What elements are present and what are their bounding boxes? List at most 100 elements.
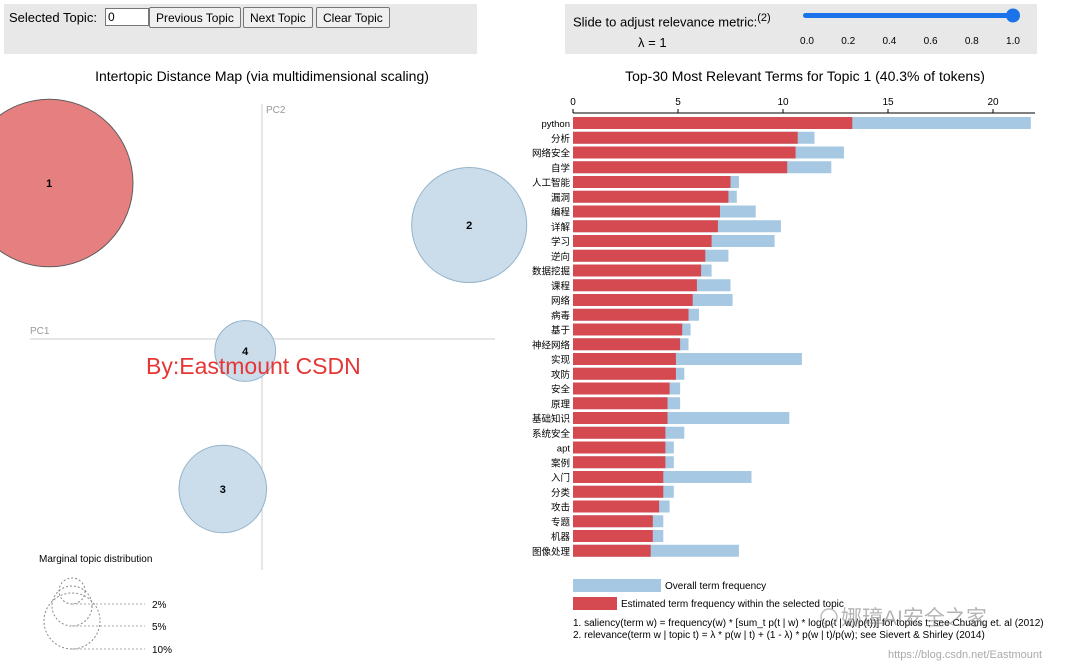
estimated-bar[interactable] <box>573 426 666 439</box>
estimated-bar[interactable] <box>573 530 653 542</box>
marginal-circle <box>58 577 86 605</box>
term-label[interactable]: 编程 <box>551 207 571 219</box>
topic-control-panel: Selected Topic: Previous Topic Next Topi… <box>4 4 477 54</box>
relevance-slider[interactable]: 0.0 0.2 0.4 0.6 0.8 1.0 <box>800 8 1020 48</box>
term-label[interactable]: 逆向 <box>551 251 570 263</box>
pc2-label: PC2 <box>266 105 286 116</box>
estimated-bar[interactable] <box>573 176 731 188</box>
estimated-bar[interactable] <box>573 264 702 277</box>
estimated-bar[interactable] <box>573 412 668 424</box>
topic-circle-3[interactable] <box>178 444 268 534</box>
term-label[interactable]: 漏洞 <box>551 192 570 204</box>
estimated-bar[interactable] <box>573 308 689 321</box>
brand-watermark: 娜璋AI安全之家 <box>820 607 987 630</box>
marginal-legend: 2% 5% 10% <box>43 577 172 656</box>
estimated-bar[interactable] <box>573 220 718 233</box>
legend-overall-label: Overall term frequency <box>665 581 766 592</box>
marginal-title: Marginal topic distribution <box>39 554 152 565</box>
term-label[interactable]: 数据挖掘 <box>532 266 570 278</box>
term-label[interactable]: 网络 <box>551 295 571 307</box>
estimated-bar[interactable] <box>573 397 668 410</box>
estimated-bar[interactable] <box>573 544 651 557</box>
clear-topic-button[interactable]: Clear Topic <box>316 7 390 28</box>
estimated-bar[interactable] <box>573 485 664 498</box>
estimated-bar[interactable] <box>573 382 670 395</box>
term-label[interactable]: 学习 <box>551 236 570 248</box>
selected-topic-input[interactable] <box>105 8 149 26</box>
slider-tick-label: 0.8 <box>965 36 979 47</box>
bar-x-tick: 20 <box>987 97 999 108</box>
term-label[interactable]: apt <box>557 444 571 455</box>
term-label[interactable]: 入门 <box>551 472 570 484</box>
next-topic-button[interactable]: Next Topic <box>243 7 313 28</box>
estimated-bar[interactable] <box>573 146 796 159</box>
term-label[interactable]: 详解 <box>551 221 571 233</box>
previous-topic-button[interactable]: Previous Topic <box>149 7 241 28</box>
topic-circle-2[interactable] <box>411 166 528 284</box>
slider-thumb[interactable] <box>1006 8 1020 23</box>
term-label[interactable]: python <box>541 119 570 130</box>
pc1-label: PC1 <box>30 326 50 337</box>
topic-circle-4[interactable] <box>214 320 277 382</box>
term-label[interactable]: 分析 <box>551 133 571 145</box>
estimated-bar[interactable] <box>573 249 706 262</box>
slider-track[interactable] <box>803 13 1015 18</box>
estimated-bar[interactable] <box>573 456 666 469</box>
legend-estimated-swatch <box>573 597 617 610</box>
bar-x-tick: 15 <box>882 97 894 108</box>
slider-tick-label: 1.0 <box>1006 36 1020 47</box>
brand-watermark-text: 娜璋AI安全之家 <box>841 607 987 630</box>
estimated-bar[interactable] <box>573 131 798 144</box>
url-watermark: https://blog.csdn.net/Eastmount <box>888 649 1042 661</box>
estimated-bar[interactable] <box>573 353 676 365</box>
bar-x-tick: 5 <box>675 97 681 108</box>
relevance-control-panel: Slide to adjust relevance metric:(2) λ =… <box>565 4 1037 54</box>
estimated-bar[interactable] <box>573 235 712 247</box>
estimated-bar[interactable] <box>573 338 681 351</box>
term-label[interactable]: 自学 <box>551 162 570 174</box>
estimated-bar[interactable] <box>573 323 683 336</box>
estimated-bar[interactable] <box>573 367 676 380</box>
estimated-bar[interactable] <box>573 205 720 218</box>
term-label[interactable]: 网络安全 <box>532 148 571 160</box>
marginal-label: 10% <box>152 645 172 656</box>
term-label[interactable]: 神经网络 <box>532 339 571 351</box>
term-label[interactable]: 图像处理 <box>532 546 571 558</box>
estimated-bar[interactable] <box>573 500 660 513</box>
term-label[interactable]: 系统安全 <box>532 428 571 440</box>
marginal-label: 2% <box>152 600 167 611</box>
topic-circle-1[interactable] <box>0 98 134 268</box>
estimated-bar[interactable] <box>573 279 697 292</box>
estimated-bar[interactable] <box>573 161 788 174</box>
term-label[interactable]: 病毒 <box>551 310 571 322</box>
term-label[interactable]: 基于 <box>551 325 570 337</box>
bar-x-tick: 10 <box>777 97 789 108</box>
term-label[interactable]: 攻防 <box>551 369 571 381</box>
estimated-bar[interactable] <box>573 294 693 306</box>
term-label[interactable]: 课程 <box>551 281 571 292</box>
term-label[interactable]: 机器 <box>551 531 571 543</box>
estimated-bar[interactable] <box>573 471 664 483</box>
term-label[interactable]: 案例 <box>551 457 570 469</box>
term-label[interactable]: 专题 <box>551 516 571 528</box>
bar-x-tick: 0 <box>570 97 576 108</box>
term-label[interactable]: 原理 <box>551 399 571 410</box>
term-label[interactable]: 分类 <box>551 487 571 499</box>
slider-tick-label: 0.2 <box>841 36 855 47</box>
topic-label-4: 4 <box>242 346 249 358</box>
term-label[interactable]: 攻击 <box>551 502 570 514</box>
estimated-bar[interactable] <box>573 441 666 454</box>
term-label[interactable]: 人工智能 <box>532 177 571 189</box>
term-label[interactable]: 基础知识 <box>532 413 570 425</box>
selected-topic-label: Selected Topic: <box>9 10 97 25</box>
estimated-bar[interactable] <box>573 515 653 528</box>
term-label[interactable]: 实现 <box>551 354 571 366</box>
marginal-circle <box>43 592 101 650</box>
topic-label-3: 3 <box>220 484 226 496</box>
estimated-bar[interactable] <box>573 190 729 203</box>
estimated-bar[interactable] <box>573 117 853 129</box>
term-label[interactable]: 安全 <box>551 384 571 396</box>
legend-estimated-label: Estimated term frequency within the sele… <box>621 599 844 610</box>
slider-tick-label: 0.6 <box>924 36 938 47</box>
